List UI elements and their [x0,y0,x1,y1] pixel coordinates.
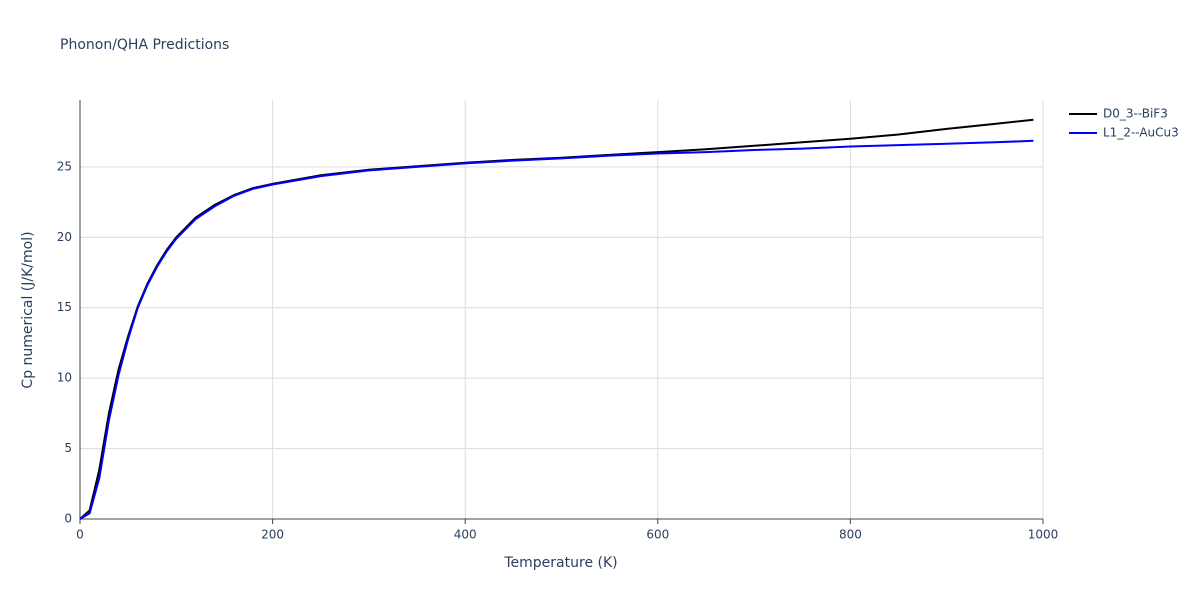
x-tick-label: 0 [76,528,84,542]
x-tick-label: 400 [454,528,477,542]
y-tick-label: 5 [64,441,72,455]
x-tick-label: 800 [839,528,862,542]
y-tick-label: 15 [57,300,72,314]
legend-label: D0_3--BiF3 [1103,107,1168,121]
x-tick-label: 1000 [1028,528,1059,542]
series-line [79,118,1034,520]
x-tick-label: 600 [646,528,669,542]
series-line [79,139,1034,520]
y-tick-label: 25 [57,159,72,173]
y-axis-label: Cp numerical (J/K/mol) [20,231,36,388]
chart-title: Phonon/QHA Predictions [60,37,229,53]
x-tick-label: 200 [261,528,284,542]
legend-label: L1_2--AuCu3 [1103,126,1179,140]
y-tick-label: 0 [64,512,72,526]
x-axis-label: Temperature (K) [503,555,617,571]
y-tick-label: 10 [57,371,72,385]
y-tick-label: 20 [57,230,72,244]
